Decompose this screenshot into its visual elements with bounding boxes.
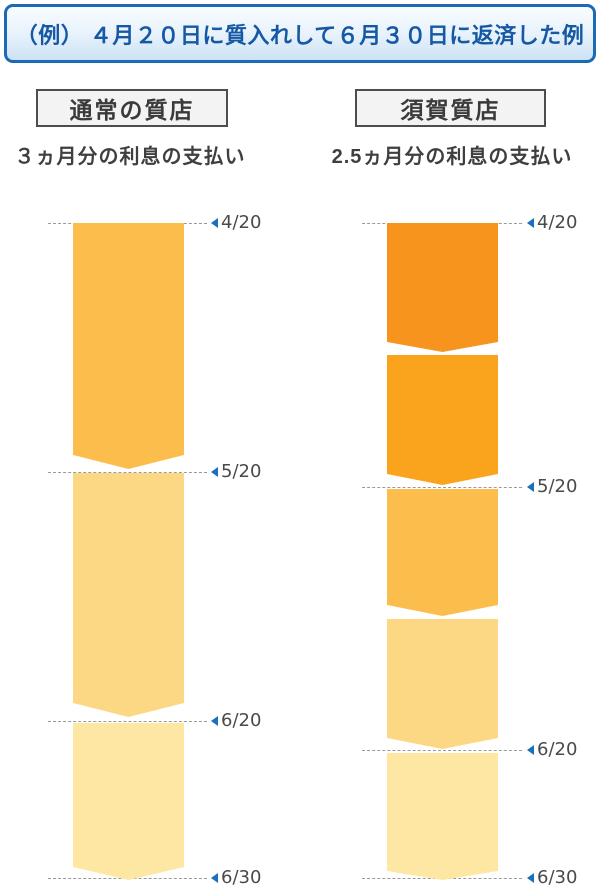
normal-shop-header-label: 通常の質店 [69, 97, 195, 123]
suga-shop-date-label-0: 4/20 [537, 212, 578, 233]
normal-shop-date-line-2 [48, 721, 207, 722]
normal-shop-header-box: 通常の質店 [36, 89, 228, 127]
suga-shop-date-line-1 [362, 487, 522, 488]
suga-shop-date-line-2 [362, 750, 522, 751]
example-title-text: （例） ４月２０日に質入れして６月３０日に返済した例 [15, 22, 585, 48]
suga-shop-date-label-3: 6/30 [537, 867, 578, 888]
normal-shop-date-label-3: 6/30 [221, 867, 262, 888]
normal-shop-date-label-1: 5/20 [221, 461, 262, 482]
marker-triangle-icon [211, 467, 218, 477]
normal-shop-date-line-1 [48, 472, 207, 473]
normal-shop-date-label-2: 6/20 [221, 710, 262, 731]
suga-shop-subtitle: 2.5ヵ月分の利息の支払い [331, 146, 573, 168]
suga-shop-interest-segment-5 [387, 753, 498, 880]
suga-shop-interest-segment-4 [387, 619, 498, 749]
marker-triangle-icon [527, 873, 534, 883]
normal-shop-subtitle: ３ヵ月分の利息の支払い [14, 146, 246, 168]
normal-shop-interest-segment-3 [73, 723, 184, 880]
suga-shop-header-label: 須賀質店 [400, 97, 501, 123]
normal-shop-interest-segment-1 [73, 223, 184, 469]
normal-shop-date-label-0: 4/20 [221, 212, 262, 233]
suga-shop-interest-segment-2 [387, 355, 498, 485]
marker-triangle-icon [211, 716, 218, 726]
suga-shop-date-label-2: 6/20 [537, 739, 578, 760]
example-title-banner: （例） ４月２０日に質入れして６月３０日に返済した例 [4, 4, 596, 63]
marker-triangle-icon [527, 218, 534, 228]
marker-triangle-icon [211, 873, 218, 883]
marker-triangle-icon [211, 218, 218, 228]
normal-shop-interest-segment-2 [73, 473, 184, 717]
suga-shop-date-label-1: 5/20 [537, 476, 578, 497]
suga-shop-interest-segment-3 [387, 489, 498, 616]
marker-triangle-icon [527, 745, 534, 755]
marker-triangle-icon [527, 482, 534, 492]
suga-shop-header-box: 須賀質店 [355, 89, 546, 127]
suga-shop-interest-segment-1 [387, 223, 498, 352]
